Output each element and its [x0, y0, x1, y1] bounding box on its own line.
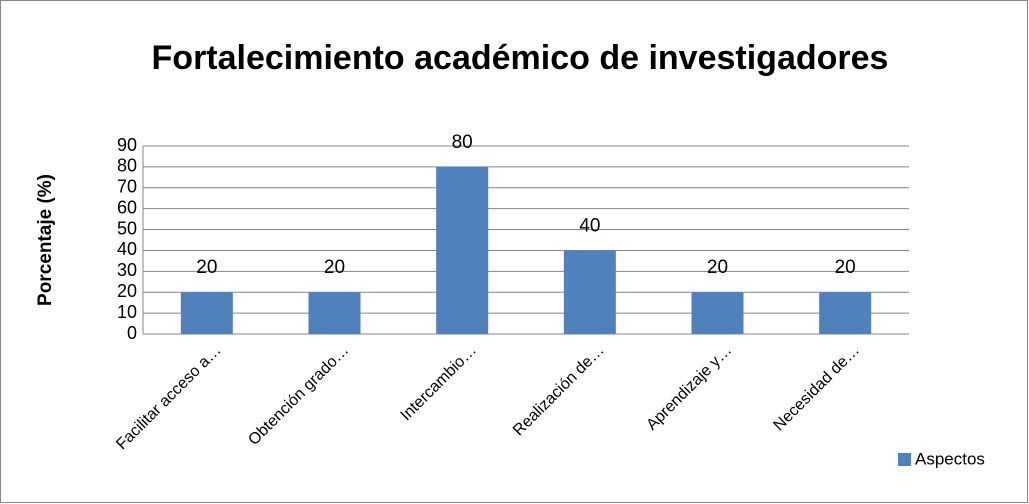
- bar: [563, 250, 616, 334]
- bar: [819, 292, 872, 334]
- y-tick-label: 80: [117, 156, 137, 176]
- data-label: 20: [324, 257, 345, 278]
- data-label: 20: [707, 257, 728, 278]
- y-tick-label: 30: [117, 260, 137, 280]
- y-tick-label: 90: [117, 135, 137, 155]
- y-tick-label: 0: [127, 323, 137, 343]
- bar: [691, 292, 744, 334]
- y-tick-label: 50: [117, 218, 137, 238]
- bar: [180, 292, 233, 334]
- y-tick-label: 40: [117, 239, 137, 259]
- legend-label: Aspectos: [915, 449, 985, 468]
- y-tick-label: 20: [117, 281, 137, 301]
- data-label: 20: [196, 257, 217, 278]
- y-tick-label: 70: [117, 177, 137, 197]
- legend-swatch: [898, 453, 911, 466]
- data-label: 40: [579, 215, 600, 236]
- y-axis-label: Porcentaje (%): [35, 174, 56, 306]
- chart-title: Fortalecimiento académico de investigado…: [152, 39, 889, 77]
- data-label: 80: [452, 132, 473, 153]
- y-tick-label: 60: [117, 197, 137, 217]
- bar: [436, 166, 489, 334]
- y-tick-label: 10: [117, 302, 137, 322]
- data-label: 20: [835, 257, 856, 278]
- bar: [308, 292, 361, 334]
